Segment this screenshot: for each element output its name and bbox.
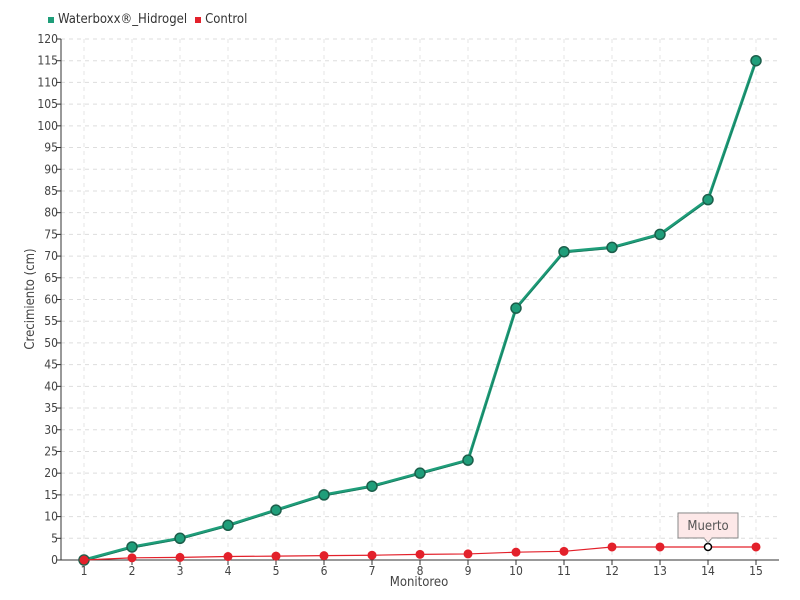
y-tick-label: 65 <box>44 271 58 285</box>
x-tick-label: 13 <box>653 564 667 578</box>
data-point <box>607 542 617 552</box>
y-tick-label: 25 <box>44 444 58 458</box>
x-tick-label: 2 <box>129 564 136 578</box>
y-tick-label: 50 <box>44 336 58 350</box>
data-point <box>510 302 522 314</box>
y-tick-label: 45 <box>44 358 58 372</box>
x-tick-label: 7 <box>369 564 376 578</box>
data-point <box>174 532 186 545</box>
y-tick-label: 85 <box>44 184 58 198</box>
data-point <box>127 553 137 563</box>
x-tick-label: 15 <box>749 564 763 578</box>
x-tick-label: 12 <box>605 564 619 578</box>
y-tick-label: 5 <box>51 531 58 545</box>
data-point <box>319 551 329 561</box>
tooltip-text: Muerto <box>687 519 728 534</box>
data-point <box>318 489 330 501</box>
data-point <box>367 550 377 560</box>
y-tick-label: 35 <box>44 401 58 415</box>
data-point <box>175 552 185 562</box>
y-tick-label: 90 <box>44 162 58 176</box>
y-tick-label: 80 <box>44 206 58 220</box>
data-point <box>559 546 569 556</box>
grid <box>61 38 779 560</box>
x-tick-label: 11 <box>557 564 571 578</box>
annotations: Muerto <box>677 512 739 544</box>
y-tick-label: 105 <box>37 97 58 111</box>
data-point <box>270 504 282 516</box>
tooltip-pointer <box>703 537 713 544</box>
y-tick-label: 75 <box>44 227 58 241</box>
data-point <box>702 193 714 206</box>
y-tick-label: 70 <box>44 249 58 263</box>
data-point <box>271 551 281 561</box>
data-point-highlighted <box>703 542 713 552</box>
data-point <box>606 241 618 254</box>
data-point <box>223 552 233 562</box>
axes: 0510152025303540455055606570758085909510… <box>37 32 779 578</box>
x-tick-label: 1 <box>81 564 88 578</box>
y-tick-label: 40 <box>44 379 58 393</box>
data-point <box>463 549 473 559</box>
y-axis-title: Crecimiento (cm) <box>23 248 38 349</box>
data-point <box>655 542 665 552</box>
data-point <box>414 467 426 479</box>
y-tick-label: 15 <box>44 488 58 502</box>
y-tick-label: 60 <box>44 293 58 307</box>
data-point <box>462 454 474 466</box>
data-point <box>366 480 378 492</box>
legend-label-waterboxx: Waterboxx®_Hidrogel <box>58 12 188 27</box>
y-tick-label: 30 <box>44 423 58 437</box>
y-tick-label: 55 <box>44 314 58 328</box>
legend-swatch-control <box>195 16 202 23</box>
x-tick-label: 10 <box>509 564 523 578</box>
legend-item-waterboxx[interactable]: Waterboxx®_Hidrogel <box>48 12 187 27</box>
data-point <box>750 54 762 67</box>
x-tick-label: 4 <box>225 564 232 578</box>
data-point <box>126 541 138 553</box>
data-point <box>558 245 570 258</box>
legend-swatch-waterboxx <box>48 16 54 23</box>
x-tick-label: 9 <box>465 564 472 578</box>
x-axis-title: Monitoreo <box>390 575 449 590</box>
legend: Waterboxx®_Hidrogel Control <box>48 12 247 27</box>
y-tick-label: 100 <box>37 119 58 133</box>
y-tick-label: 20 <box>44 466 58 480</box>
data-point <box>415 549 425 559</box>
data-point <box>511 547 521 557</box>
x-tick-label: 5 <box>273 564 280 578</box>
series <box>78 54 762 566</box>
y-tick-label: 10 <box>44 510 58 524</box>
data-point <box>79 555 89 565</box>
x-tick-label: 3 <box>177 564 184 578</box>
x-tick-label: 8 <box>417 564 424 578</box>
x-tick-label: 14 <box>701 564 715 578</box>
data-point <box>751 542 761 552</box>
y-tick-label: 110 <box>37 75 58 89</box>
legend-item-control[interactable]: Control <box>195 12 247 27</box>
data-point <box>222 519 234 532</box>
data-point <box>654 228 666 241</box>
legend-label-control: Control <box>205 12 248 27</box>
x-tick-label: 6 <box>321 564 328 578</box>
y-tick-label: 120 <box>37 32 58 46</box>
y-tick-label: 95 <box>44 141 58 155</box>
y-tick-label: 115 <box>37 54 58 68</box>
y-tick-label: 0 <box>51 553 58 567</box>
